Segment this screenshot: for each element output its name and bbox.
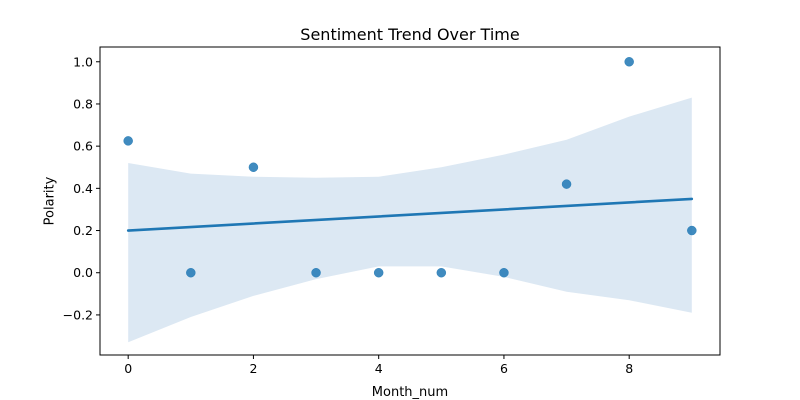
data-point [436,267,447,278]
x-tick-label: 2 [249,361,257,376]
regression-line [126,197,694,232]
y-axis-ticks: −0.2 0.0 0.2 0.4 0.6 0.8 1.0 [63,54,100,322]
confidence-band [128,97,692,343]
data-point [561,179,572,189]
x-tick-label: 0 [124,361,132,376]
x-axis-ticks: 0 2 4 6 8 [124,355,633,376]
y-tick-label: 0.6 [73,139,93,154]
y-tick-label: 0.2 [73,223,93,238]
y-tick-label: −0.2 [63,307,93,322]
y-tick-label: 1.0 [73,54,93,69]
y-tick-label: 0.8 [73,96,93,111]
x-tick-label: 4 [375,361,383,376]
data-points-layer [123,57,697,278]
data-point [248,162,259,172]
data-point [311,267,321,278]
data-point [123,136,133,146]
data-point [624,57,634,67]
data-point [373,267,384,278]
regression-line-layer [126,197,694,232]
data-point [499,267,509,278]
y-axis-label: Polarity [43,176,58,225]
data-point [186,267,196,278]
x-tick-label: 6 [500,361,508,376]
y-tick-label: 0.4 [73,181,93,196]
x-tick-label: 8 [625,361,633,376]
plot-frame [99,46,721,356]
y-tick-label: 0.0 [73,265,93,280]
chart-title: Sentiment Trend Over Time [300,25,519,44]
x-axis-label: Month_num [372,385,448,400]
data-point [687,225,697,236]
confidence-band-layer [128,97,692,343]
